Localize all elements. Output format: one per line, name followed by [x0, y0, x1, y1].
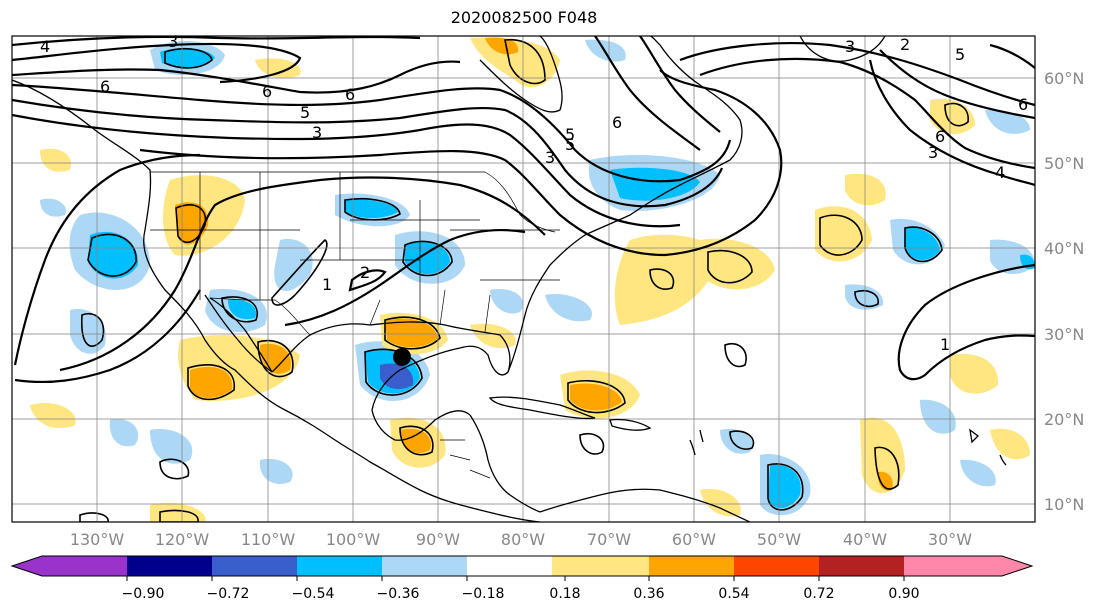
colorbar-segment: [382, 556, 467, 576]
colorbar-tick-label: −0.90: [122, 586, 165, 602]
colorbar-tick-label: 0.18: [549, 586, 580, 602]
svg-text:5: 5: [955, 45, 965, 64]
svg-text:6: 6: [935, 127, 945, 146]
colorbar-segment: [734, 556, 819, 576]
lon-label: 130°W: [70, 530, 125, 549]
map-title: 2020082500 F048: [450, 8, 598, 27]
svg-text:3: 3: [545, 148, 555, 167]
colorbar-tick-label: 0.36: [633, 586, 664, 602]
svg-text:2: 2: [900, 35, 910, 54]
colorbar-segment: [467, 556, 552, 576]
colorbar-tick-label: −0.36: [377, 586, 420, 602]
lat-label: 50°N: [1044, 154, 1084, 173]
colorbar-extend-low: [12, 556, 42, 576]
svg-text:3: 3: [168, 32, 178, 51]
lon-label: 30°W: [928, 530, 972, 549]
storm-center-marker: [393, 348, 411, 366]
svg-text:6: 6: [1018, 95, 1028, 114]
lat-label: 30°N: [1044, 325, 1084, 344]
colorbar-segment: [212, 556, 297, 576]
colorbar-ticks: [126, 576, 905, 581]
colorbar-segment: [904, 556, 1002, 576]
colorbar-segment: [42, 556, 127, 576]
colorbar-segment: [819, 556, 904, 576]
colorbar-segment: [649, 556, 734, 576]
lon-label: 40°W: [843, 530, 887, 549]
svg-text:6: 6: [345, 85, 355, 104]
svg-text:1: 1: [940, 335, 950, 354]
svg-text:2: 2: [360, 263, 370, 282]
lon-label: 120°W: [155, 530, 210, 549]
lon-label: 110°W: [241, 530, 296, 549]
colorbar-tick-label: −0.72: [207, 586, 250, 602]
longitude-labels: 130°W 120°W 110°W 100°W 90°W 80°W 70°W 6…: [70, 530, 972, 549]
colorbar-tick-label: −0.54: [292, 586, 335, 602]
contour-labels: 4 3 6 6 5 6 3 3 5 6 3 5 6 4 3 2 2 1 1 6 …: [40, 32, 1028, 354]
lon-label: 80°W: [501, 530, 545, 549]
svg-text:5: 5: [565, 125, 575, 144]
svg-text:5: 5: [565, 135, 575, 154]
lon-label: 100°W: [326, 530, 381, 549]
colorbar-segment: [127, 556, 212, 576]
svg-text:3: 3: [845, 37, 855, 56]
svg-text:3: 3: [928, 143, 938, 162]
colorbar-segment: [297, 556, 382, 576]
height-contours: [12, 36, 1035, 384]
svg-text:6: 6: [100, 77, 110, 96]
lon-label: 70°W: [587, 530, 631, 549]
svg-text:4: 4: [995, 163, 1005, 182]
lon-label: 90°W: [416, 530, 460, 549]
lat-label: 40°N: [1044, 239, 1084, 258]
latitude-labels: 60°N 50°N 40°N 30°N 20°N 10°N: [1044, 69, 1084, 514]
colorbar-segment: [552, 556, 649, 576]
lat-label: 60°N: [1044, 69, 1084, 88]
lon-label: 60°W: [672, 530, 716, 549]
lat-label: 10°N: [1044, 495, 1084, 514]
svg-text:5: 5: [300, 103, 310, 122]
map-frame: [11, 35, 1036, 523]
colorbar-extend-high: [1002, 556, 1032, 576]
lon-label: 50°W: [757, 530, 801, 549]
svg-text:6: 6: [262, 82, 272, 101]
lat-label: 20°N: [1044, 410, 1084, 429]
significance-stipples: [79, 38, 969, 522]
colorbar-tick-label: 0.90: [888, 586, 919, 602]
svg-text:1: 1: [322, 275, 332, 294]
colorbar: −0.90 −0.72 −0.54 −0.36 −0.18 0.18 0.36 …: [10, 555, 1034, 602]
colorbar-tick-label: −0.18: [462, 586, 505, 602]
svg-text:4: 4: [40, 37, 50, 56]
svg-text:6: 6: [612, 113, 622, 132]
borders: [150, 171, 560, 479]
svg-text:3: 3: [312, 123, 322, 142]
colorbar-tick-label: 0.72: [803, 586, 834, 602]
colorbar-tick-label: 0.54: [718, 586, 749, 602]
